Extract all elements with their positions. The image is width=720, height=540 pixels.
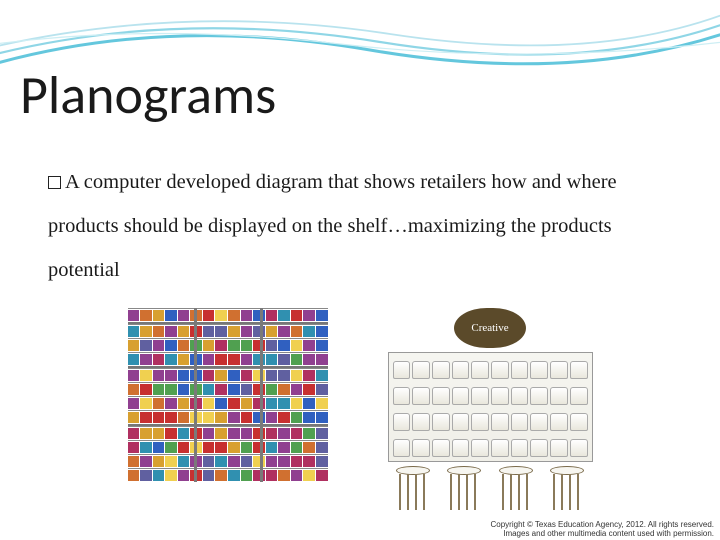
attribution: Copyright © Texas Education Agency, 2012…: [491, 520, 715, 538]
shelf-row: [128, 308, 328, 322]
slide-title: Planograms: [20, 62, 276, 128]
shelf-row: [128, 396, 328, 410]
shelf-row: [128, 410, 328, 424]
shelf-row: [128, 338, 328, 352]
shelf-row: [128, 440, 328, 454]
attribution-line1: Copyright © Texas Education Agency, 2012…: [491, 520, 715, 529]
shelf-row: [128, 352, 328, 366]
stool: [395, 466, 431, 512]
shelf-row: [128, 368, 328, 382]
stool: [549, 466, 585, 512]
display-shelf-row: [393, 439, 588, 457]
shelf-row: [128, 324, 328, 338]
display-shelf-row: [393, 413, 588, 431]
shelf-row: [128, 426, 328, 440]
creative-logo: Creative: [454, 308, 526, 348]
display-shelf-row: [393, 387, 588, 405]
shelf-row: [128, 468, 328, 482]
diagram-row: Creative: [0, 308, 720, 512]
shelf-row: [128, 454, 328, 468]
body-text-content: A computer developed diagram that shows …: [48, 171, 617, 281]
planogram-counter-sketch: Creative: [388, 308, 593, 512]
display-shelf: [388, 352, 593, 462]
slide-body: A computer developed diagram that shows …: [48, 160, 672, 292]
attribution-line2: Images and other multimedia content used…: [491, 529, 715, 538]
planogram-shelf-diagram: [128, 308, 328, 512]
stool-row: [388, 466, 593, 512]
stool: [498, 466, 534, 512]
bullet-square-icon: [48, 176, 61, 189]
shelf-row: [128, 382, 328, 396]
display-shelf-row: [393, 361, 588, 379]
stool: [446, 466, 482, 512]
